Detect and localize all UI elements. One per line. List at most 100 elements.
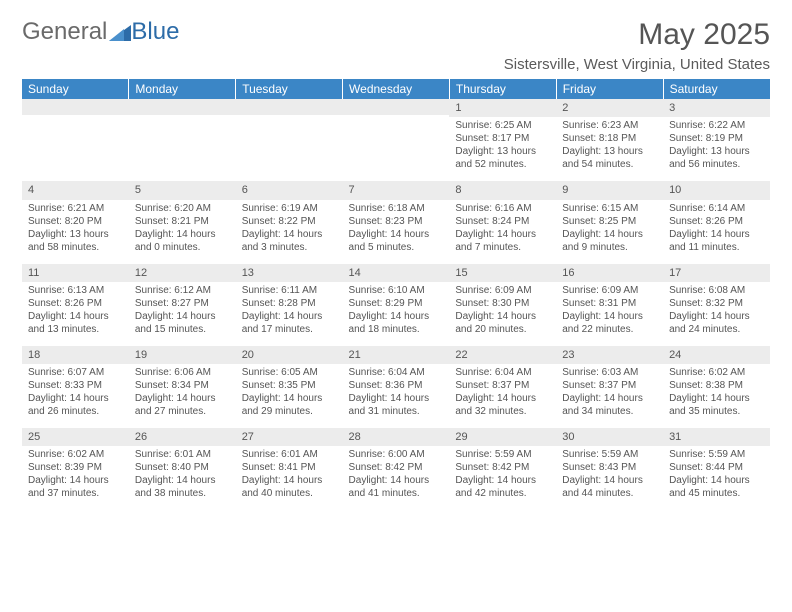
day-info-line: Sunrise: 6:02 AM (669, 366, 764, 379)
calendar-day-cell: 24Sunrise: 6:02 AMSunset: 8:38 PMDayligh… (663, 346, 770, 428)
day-body: Sunrise: 6:23 AMSunset: 8:18 PMDaylight:… (556, 117, 663, 181)
day-number: 19 (129, 346, 236, 364)
day-number: 6 (236, 181, 343, 199)
day-number (236, 99, 343, 115)
day-number: 1 (449, 99, 556, 117)
day-info-line: Sunrise: 6:06 AM (135, 366, 230, 379)
day-info-line: Sunset: 8:29 PM (349, 297, 444, 310)
day-info-line: Sunset: 8:39 PM (28, 461, 123, 474)
day-info-line: Sunset: 8:17 PM (455, 132, 550, 145)
day-info-line: Daylight: 14 hours and 32 minutes. (455, 392, 550, 418)
day-body: Sunrise: 6:22 AMSunset: 8:19 PMDaylight:… (663, 117, 770, 181)
day-info-line: Daylight: 13 hours and 56 minutes. (669, 145, 764, 171)
day-info-line: Daylight: 14 hours and 35 minutes. (669, 392, 764, 418)
calendar-day-cell: 14Sunrise: 6:10 AMSunset: 8:29 PMDayligh… (343, 264, 450, 346)
day-body: Sunrise: 6:11 AMSunset: 8:28 PMDaylight:… (236, 282, 343, 346)
day-body: Sunrise: 6:03 AMSunset: 8:37 PMDaylight:… (556, 364, 663, 428)
day-info-line: Daylight: 14 hours and 18 minutes. (349, 310, 444, 336)
day-info-line: Sunset: 8:26 PM (28, 297, 123, 310)
day-body (343, 115, 450, 179)
day-body: Sunrise: 6:07 AMSunset: 8:33 PMDaylight:… (22, 364, 129, 428)
calendar-week-row: 18Sunrise: 6:07 AMSunset: 8:33 PMDayligh… (22, 346, 770, 428)
day-body: Sunrise: 6:09 AMSunset: 8:31 PMDaylight:… (556, 282, 663, 346)
day-number: 24 (663, 346, 770, 364)
day-body: Sunrise: 5:59 AMSunset: 8:43 PMDaylight:… (556, 446, 663, 510)
day-info-line: Daylight: 14 hours and 20 minutes. (455, 310, 550, 336)
day-info-line: Sunset: 8:21 PM (135, 215, 230, 228)
calendar-body: 1 Sunrise: 6:25 AMSunset: 8:17 PM Daylight… (22, 99, 770, 510)
weekday-header: Wednesday (343, 79, 450, 99)
calendar-day-cell: 4Sunrise: 6:21 AMSunset: 8:20 PMDaylight… (22, 181, 129, 263)
weekday-header: Tuesday (236, 79, 343, 99)
day-number: 2 (556, 99, 663, 117)
day-info-line: Daylight: 14 hours and 11 minutes. (669, 228, 764, 254)
day-info-line: Sunset: 8:32 PM (669, 297, 764, 310)
day-number: 31 (663, 428, 770, 446)
day-info-line: Sunrise: 6:25 AM (455, 119, 550, 132)
day-info-line: Daylight: 14 hours and 7 minutes. (455, 228, 550, 254)
day-body: Sunrise: 6:18 AMSunset: 8:23 PMDaylight:… (343, 200, 450, 264)
day-number: 9 (556, 181, 663, 199)
day-body: Sunrise: 6:08 AMSunset: 8:32 PMDaylight:… (663, 282, 770, 346)
day-number: 27 (236, 428, 343, 446)
calendar-empty-cell (236, 99, 343, 181)
day-info-line: Sunrise: 5:59 AM (455, 448, 550, 461)
day-info-line: Daylight: 13 hours and 58 minutes. (28, 228, 123, 254)
calendar-header-row: SundayMondayTuesdayWednesdayThursdayFrid… (22, 79, 770, 99)
day-info-line: Daylight: 14 hours and 15 minutes. (135, 310, 230, 336)
day-info-line: Sunset: 8:44 PM (669, 461, 764, 474)
page-header: General Blue May 2025 Sistersville, West… (22, 18, 770, 73)
day-info-line: Sunrise: 6:14 AM (669, 202, 764, 215)
day-number: 5 (129, 181, 236, 199)
day-body: Sunrise: 6:00 AMSunset: 8:42 PMDaylight:… (343, 446, 450, 510)
day-body (236, 115, 343, 179)
logo-text-blue: Blue (131, 18, 179, 46)
day-info-line: Sunrise: 6:02 AM (28, 448, 123, 461)
day-info-line: Sunset: 8:37 PM (562, 379, 657, 392)
day-info-line: Sunrise: 6:03 AM (562, 366, 657, 379)
calendar-day-cell: 11Sunrise: 6:13 AMSunset: 8:26 PMDayligh… (22, 264, 129, 346)
day-info-line: Daylight: 14 hours and 5 minutes. (349, 228, 444, 254)
brand-logo: General Blue (22, 18, 179, 46)
weekday-header: Thursday (449, 79, 556, 99)
day-info-line: Sunset: 8:20 PM (28, 215, 123, 228)
day-body: Sunrise: 6:06 AMSunset: 8:34 PMDaylight:… (129, 364, 236, 428)
day-info-line: Daylight: 14 hours and 34 minutes. (562, 392, 657, 418)
calendar-day-cell: 3Sunrise: 6:22 AMSunset: 8:19 PMDaylight… (663, 99, 770, 181)
day-info-line: Sunrise: 6:09 AM (455, 284, 550, 297)
weekday-header: Sunday (22, 79, 129, 99)
day-body: Sunrise: 6:02 AMSunset: 8:38 PMDaylight:… (663, 364, 770, 428)
day-info-line: Sunrise: 6:20 AM (135, 202, 230, 215)
day-body: Sunrise: 6:01 AMSunset: 8:40 PMDaylight:… (129, 446, 236, 510)
calendar-week-row: 1 Sunrise: 6:25 AMSunset: 8:17 PM Daylight… (22, 99, 770, 181)
day-number: 17 (663, 264, 770, 282)
day-info-line: Sunset: 8:36 PM (349, 379, 444, 392)
day-number: 21 (343, 346, 450, 364)
month-title: May 2025 (504, 18, 770, 52)
day-info-line: Sunrise: 6:04 AM (349, 366, 444, 379)
calendar-day-cell: 29Sunrise: 5:59 AMSunset: 8:42 PMDayligh… (449, 428, 556, 510)
day-body: Sunrise: 6:19 AMSunset: 8:22 PMDaylight:… (236, 200, 343, 264)
day-info-line: Sunrise: 5:59 AM (669, 448, 764, 461)
day-info-line: Daylight: 14 hours and 44 minutes. (562, 474, 657, 500)
day-info-line: Daylight: 14 hours and 37 minutes. (28, 474, 123, 500)
day-info-line: Sunrise: 6:04 AM (455, 366, 550, 379)
calendar-week-row: 11Sunrise: 6:13 AMSunset: 8:26 PMDayligh… (22, 264, 770, 346)
day-body (129, 115, 236, 179)
calendar-day-cell: 15Sunrise: 6:09 AMSunset: 8:30 PMDayligh… (449, 264, 556, 346)
calendar-week-row: 25Sunrise: 6:02 AMSunset: 8:39 PMDayligh… (22, 428, 770, 510)
day-info-line: Sunset: 8:33 PM (28, 379, 123, 392)
day-info-line: Sunrise: 6:05 AM (242, 366, 337, 379)
day-info-line: Sunrise: 6:21 AM (28, 202, 123, 215)
calendar-week-row: 4Sunrise: 6:21 AMSunset: 8:20 PMDaylight… (22, 181, 770, 263)
day-info-line: Sunset: 8:40 PM (135, 461, 230, 474)
day-body: Sunrise: 6:14 AMSunset: 8:26 PMDaylight:… (663, 200, 770, 264)
day-number (343, 99, 450, 115)
day-info-line: Sunset: 8:41 PM (242, 461, 337, 474)
day-info-line: Sunset: 8:37 PM (455, 379, 550, 392)
calendar-empty-cell (129, 99, 236, 181)
calendar-page: General Blue May 2025 Sistersville, West… (0, 0, 792, 522)
calendar-day-cell: 26Sunrise: 6:01 AMSunset: 8:40 PMDayligh… (129, 428, 236, 510)
calendar-day-cell: 28Sunrise: 6:00 AMSunset: 8:42 PMDayligh… (343, 428, 450, 510)
day-info-line: Daylight: 14 hours and 42 minutes. (455, 474, 550, 500)
